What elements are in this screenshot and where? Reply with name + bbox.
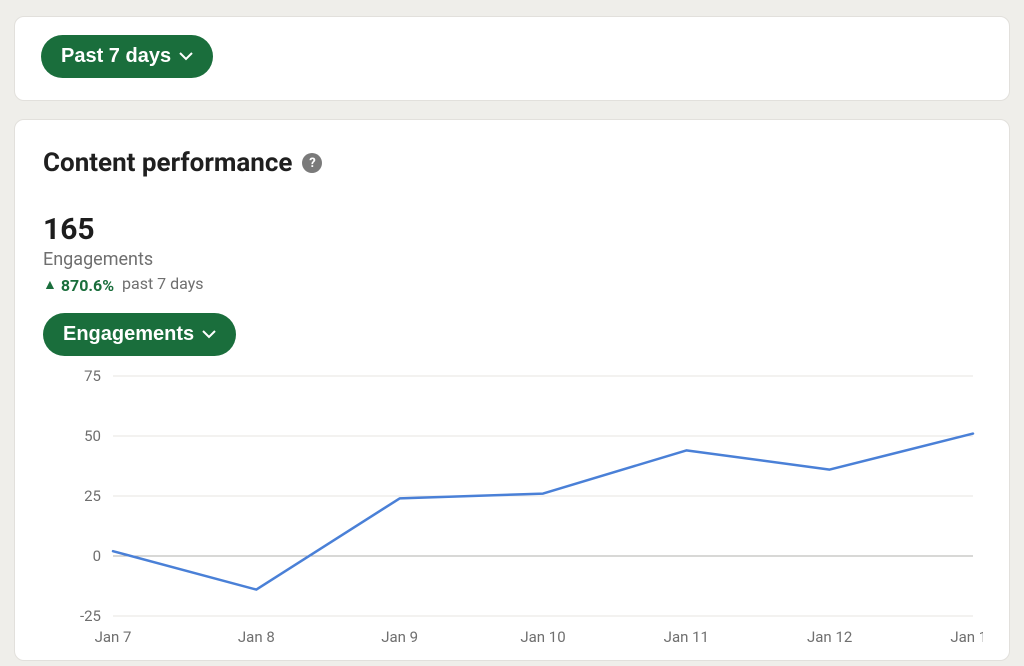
- delta-percent: 870.6%: [61, 276, 114, 295]
- metric-selector-label: Engagements: [63, 324, 194, 344]
- svg-text:-25: -25: [80, 607, 101, 625]
- svg-text:Jan 13: Jan 13: [950, 628, 983, 646]
- svg-text:Jan 11: Jan 11: [664, 628, 709, 646]
- engagements-count: 165: [43, 212, 981, 247]
- svg-text:Jan 7: Jan 7: [95, 628, 132, 646]
- help-icon[interactable]: ?: [302, 153, 322, 173]
- date-range-label: Past 7 days: [61, 46, 171, 66]
- date-range-button[interactable]: Past 7 days: [41, 35, 213, 78]
- svg-text:Jan 12: Jan 12: [807, 628, 852, 646]
- engagements-label: Engagements: [43, 249, 981, 270]
- svg-text:75: 75: [84, 367, 101, 385]
- chevron-down-icon: [202, 329, 216, 339]
- svg-text:Jan 9: Jan 9: [381, 628, 418, 646]
- date-range-card: Past 7 days: [14, 16, 1010, 101]
- svg-text:50: 50: [84, 427, 101, 445]
- svg-text:0: 0: [93, 547, 101, 565]
- content-performance-title: Content performance: [43, 148, 292, 178]
- chevron-down-icon: [179, 51, 193, 61]
- delta-value: ▲ 870.6%: [43, 276, 114, 295]
- content-performance-card: Content performance ? 165 Engagements ▲ …: [14, 119, 1010, 661]
- svg-text:25: 25: [84, 487, 101, 505]
- delta-suffix: past 7 days: [122, 274, 204, 293]
- delta-row: ▲ 870.6% past 7 days: [43, 274, 981, 295]
- svg-text:Jan 8: Jan 8: [238, 628, 275, 646]
- arrow-up-icon: ▲: [43, 278, 57, 292]
- metric-selector-button[interactable]: Engagements: [43, 313, 236, 356]
- line-chart-svg: -25 0 25 50 75 Jan 7 Jan 8 Jan 9 Jan 10 Jan 11 Jan…: [43, 366, 983, 656]
- svg-text:Jan 10: Jan 10: [520, 628, 565, 646]
- engagements-chart: -25 0 25 50 75 Jan 7 Jan 8 Jan 9 Jan 10 Jan 11 Jan…: [43, 366, 983, 656]
